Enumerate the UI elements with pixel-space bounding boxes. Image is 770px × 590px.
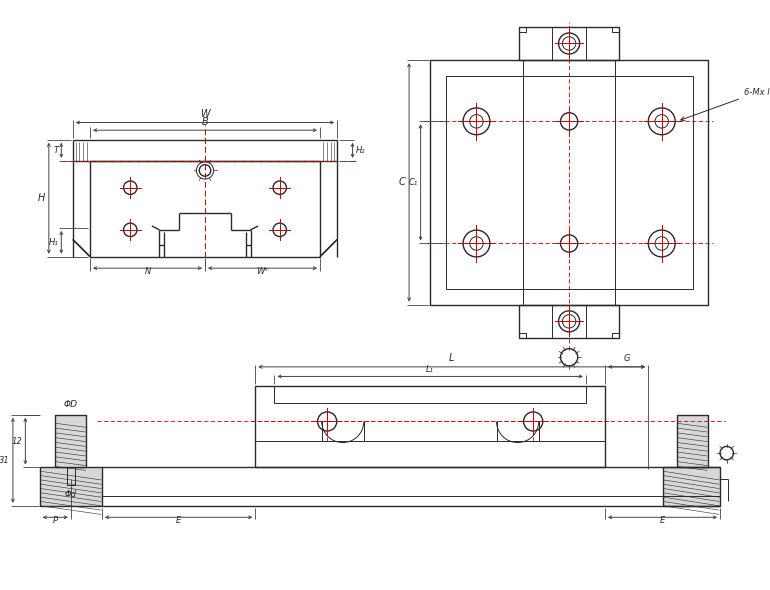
Text: B: B	[202, 117, 209, 127]
Text: C₁: C₁	[408, 178, 417, 187]
Bar	[67, 467, 75, 485]
Text: N: N	[145, 267, 151, 276]
Text: E: E	[176, 516, 181, 525]
Bar	[55, 415, 86, 467]
Text: H₂: H₂	[356, 146, 365, 155]
Bar	[611, 333, 619, 338]
Text: H: H	[38, 194, 45, 203]
Text: C: C	[399, 178, 405, 188]
Bar	[519, 333, 527, 338]
Bar	[256, 386, 605, 467]
Text: Wᴿ: Wᴿ	[256, 267, 269, 276]
Bar	[73, 140, 337, 161]
Text: L₁: L₁	[426, 365, 434, 373]
Bar	[90, 161, 320, 257]
Bar	[677, 415, 708, 467]
Text: Φd: Φd	[65, 490, 77, 500]
Text: T: T	[53, 146, 59, 155]
Text: H₁: H₁	[49, 238, 59, 247]
Text: P: P	[53, 516, 58, 525]
Text: E: E	[660, 516, 665, 525]
Text: ΦD: ΦD	[64, 400, 78, 409]
Bar	[430, 60, 708, 304]
Bar	[519, 304, 619, 338]
Bar	[519, 27, 527, 31]
Text: 12: 12	[12, 437, 22, 445]
Text: L: L	[449, 353, 454, 363]
Bar	[274, 386, 586, 404]
Bar	[446, 76, 693, 289]
Text: 31: 31	[0, 456, 10, 465]
Polygon shape	[40, 467, 102, 506]
Text: 6-Mx l: 6-Mx l	[681, 88, 769, 120]
Text: G: G	[624, 354, 630, 363]
Bar	[611, 27, 619, 31]
Bar	[519, 27, 619, 60]
Text: W: W	[200, 109, 209, 119]
Polygon shape	[662, 467, 720, 506]
